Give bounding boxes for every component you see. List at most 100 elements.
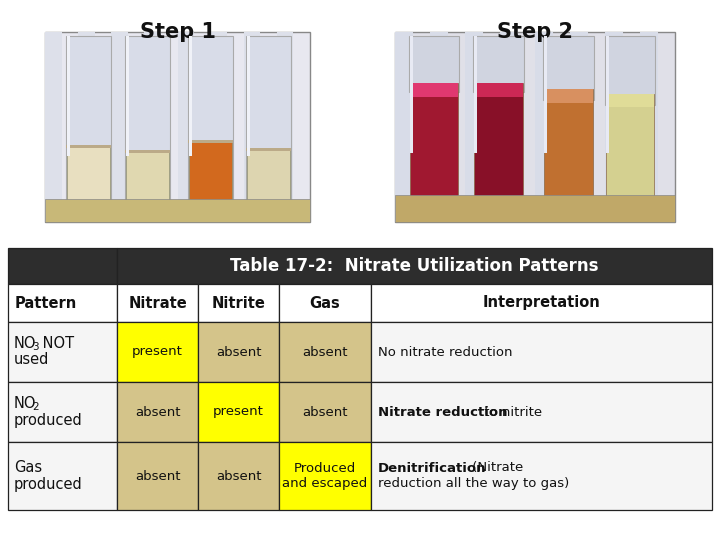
Bar [125,36,128,156]
Bar [277,32,294,222]
Bar [606,94,654,203]
Bar [570,32,588,222]
Bar [410,36,413,153]
Bar [125,36,169,207]
Bar [189,36,192,156]
Text: absent: absent [302,346,348,359]
Bar [198,284,279,322]
Bar [409,36,459,92]
Text: Interpretation: Interpretation [482,295,600,310]
Bar [474,83,523,203]
Bar [67,36,71,156]
Text: absent: absent [216,469,261,483]
Bar [279,382,371,442]
Text: reduction all the way to gas): reduction all the way to gas) [377,477,569,490]
Text: to nitrite: to nitrite [480,406,541,419]
Bar [544,89,593,103]
Text: used: used [14,353,50,368]
Bar [66,145,112,148]
Bar [410,83,459,97]
Bar [248,150,290,207]
Bar [117,442,198,510]
Bar [279,284,371,322]
Bar [465,32,482,222]
Bar [246,36,292,207]
Bar [8,284,117,322]
Bar [605,36,655,105]
Bar [371,284,712,322]
Text: Nitrite: Nitrite [212,295,266,310]
Text: 3: 3 [32,342,39,352]
Bar [178,32,194,222]
Bar [8,248,117,284]
Text: NO: NO [14,396,37,411]
Bar [395,195,675,222]
Bar [117,284,198,322]
Bar [198,442,279,510]
Text: produced: produced [14,476,83,491]
Bar [45,32,310,222]
Text: and escaped: and escaped [282,476,367,489]
Text: NO: NO [14,336,37,352]
Bar [145,32,161,222]
Bar [244,32,261,222]
Text: Gas: Gas [310,295,340,310]
Bar [410,83,459,203]
Bar [395,32,675,222]
Bar [188,140,233,143]
Bar [198,322,279,382]
Bar [125,152,168,207]
Text: present: present [132,346,183,359]
Bar [430,32,448,222]
Bar [279,322,371,382]
Bar [640,32,657,222]
Bar [78,32,95,222]
Bar [8,322,117,382]
Bar [535,32,552,222]
Bar [117,382,198,442]
Text: Pattern: Pattern [15,295,77,310]
Bar [188,36,233,207]
Text: produced: produced [14,413,83,428]
Bar [67,147,110,207]
Text: (Nitrate: (Nitrate [467,462,523,475]
Text: Denitrification: Denitrification [377,462,486,475]
Text: Step 2: Step 2 [497,22,573,42]
Bar [371,442,712,510]
Text: Nitrate reduction: Nitrate reduction [377,406,507,419]
Bar [371,322,712,382]
Text: absent: absent [302,406,348,419]
Text: absent: absent [135,469,180,483]
Bar [474,36,477,153]
Text: present: present [213,406,264,419]
Bar [544,36,594,100]
Bar [117,322,198,382]
Bar [117,248,712,284]
Bar [45,199,310,222]
Bar [474,83,523,97]
Text: absent: absent [216,346,261,359]
Text: No nitrate reduction: No nitrate reduction [377,346,512,359]
Bar [112,32,128,222]
Bar [544,89,593,203]
Bar [474,36,523,92]
Bar [8,442,117,510]
Bar [500,32,518,222]
Bar [371,382,712,442]
Text: 2: 2 [32,402,39,412]
Bar [395,32,413,222]
Bar [189,142,232,207]
Text: Table 17-2:  Nitrate Utilization Patterns: Table 17-2: Nitrate Utilization Patterns [230,257,599,275]
Bar [606,94,654,107]
Bar [125,150,169,153]
Bar [606,36,609,153]
Bar [248,36,251,156]
Text: Produced: Produced [294,462,356,476]
Text: Nitrate: Nitrate [128,295,187,310]
Bar [198,382,279,442]
Bar [246,148,292,151]
Bar [279,442,371,510]
Text: absent: absent [135,406,180,419]
Text: Gas: Gas [14,461,42,476]
Text: Step 1: Step 1 [140,22,215,42]
